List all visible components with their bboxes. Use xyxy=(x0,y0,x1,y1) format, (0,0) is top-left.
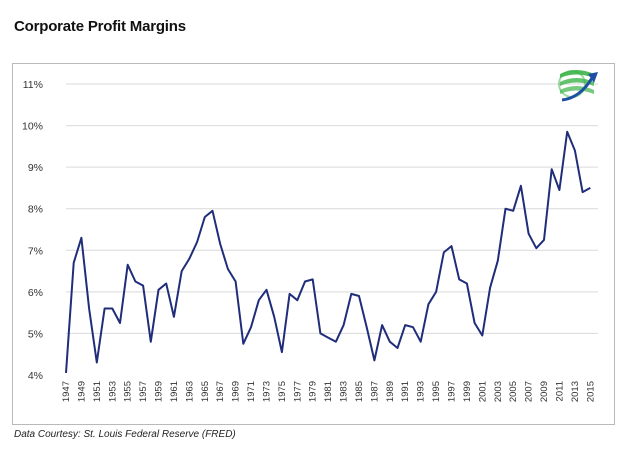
x-tick-label: 2011 xyxy=(554,381,565,401)
logo-arrow-shaft xyxy=(561,77,594,102)
x-tick-label: 1961 xyxy=(169,381,180,402)
x-tick-label: 1975 xyxy=(277,381,288,402)
x-tick-label: 2009 xyxy=(539,381,550,402)
y-tick-label: 6% xyxy=(28,287,43,299)
x-tick-label: 1965 xyxy=(200,381,211,402)
x-tick-label: 1953 xyxy=(107,381,118,402)
y-axis-ticks: 4% 5% 6% 7% 8% 9% 10% 11% xyxy=(22,79,43,382)
x-tick-label: 1989 xyxy=(385,381,396,402)
x-tick-label: 1995 xyxy=(431,381,442,402)
y-tick-label: 5% xyxy=(28,328,43,340)
x-tick-label: 1971 xyxy=(246,381,257,402)
y-tick-label: 9% xyxy=(28,162,43,174)
x-tick-label: 1957 xyxy=(138,381,149,402)
x-tick-label: 1963 xyxy=(184,381,195,402)
y-tick-label: 4% xyxy=(28,370,43,382)
x-tick-label: 1979 xyxy=(308,381,319,402)
x-tick-label: 1985 xyxy=(354,381,365,402)
y-tick-label: 8% xyxy=(28,204,43,216)
x-axis-ticks: 1947 1949 1951 1953 1955 1957 1959 1961 1963 1965… xyxy=(61,381,596,402)
x-tick-label: 1949 xyxy=(76,381,87,402)
x-tick-label: 1991 xyxy=(400,381,411,402)
x-tick-label: 1997 xyxy=(447,381,458,402)
x-tick-label: 1969 xyxy=(231,381,242,402)
x-tick-label: 1967 xyxy=(215,381,226,402)
x-tick-label: 1947 xyxy=(61,381,72,402)
chart-title: Corporate Profit Margins xyxy=(14,18,186,35)
x-tick-label: 1983 xyxy=(339,381,350,402)
chart-frame xyxy=(12,63,615,425)
series-layer xyxy=(65,130,591,373)
x-tick-label: 2003 xyxy=(493,381,504,402)
y-tick-label: 11% xyxy=(23,79,43,91)
globe-arrow-logo-icon xyxy=(558,70,598,102)
logo-swoosh xyxy=(560,78,594,86)
y-tick-label: 10% xyxy=(22,121,43,133)
x-tick-label: 1955 xyxy=(123,381,134,402)
logo-arrow-head xyxy=(588,72,598,83)
x-tick-label: 2005 xyxy=(508,381,519,402)
x-tick-label: 1959 xyxy=(154,381,165,402)
x-tick-label: 1999 xyxy=(462,381,473,402)
x-tick-label: 1981 xyxy=(323,381,334,402)
gridlines xyxy=(66,83,598,334)
x-tick-label: 1951 xyxy=(92,381,103,402)
x-tick-label: 1977 xyxy=(292,381,303,402)
series-line xyxy=(65,130,591,373)
x-tick-label: 1987 xyxy=(369,381,380,402)
x-tick-label: 2001 xyxy=(477,381,488,402)
x-tick-label: 2007 xyxy=(524,381,535,402)
x-tick-label: 2013 xyxy=(570,381,581,402)
x-tick-label: 1993 xyxy=(416,381,427,402)
x-tick-label: 2015 xyxy=(585,381,596,402)
y-tick-label: 7% xyxy=(28,245,43,257)
x-tick-label: 1973 xyxy=(261,381,272,402)
data-source-note: Data Courtesy: St. Louis Federal Reserve… xyxy=(14,429,236,440)
